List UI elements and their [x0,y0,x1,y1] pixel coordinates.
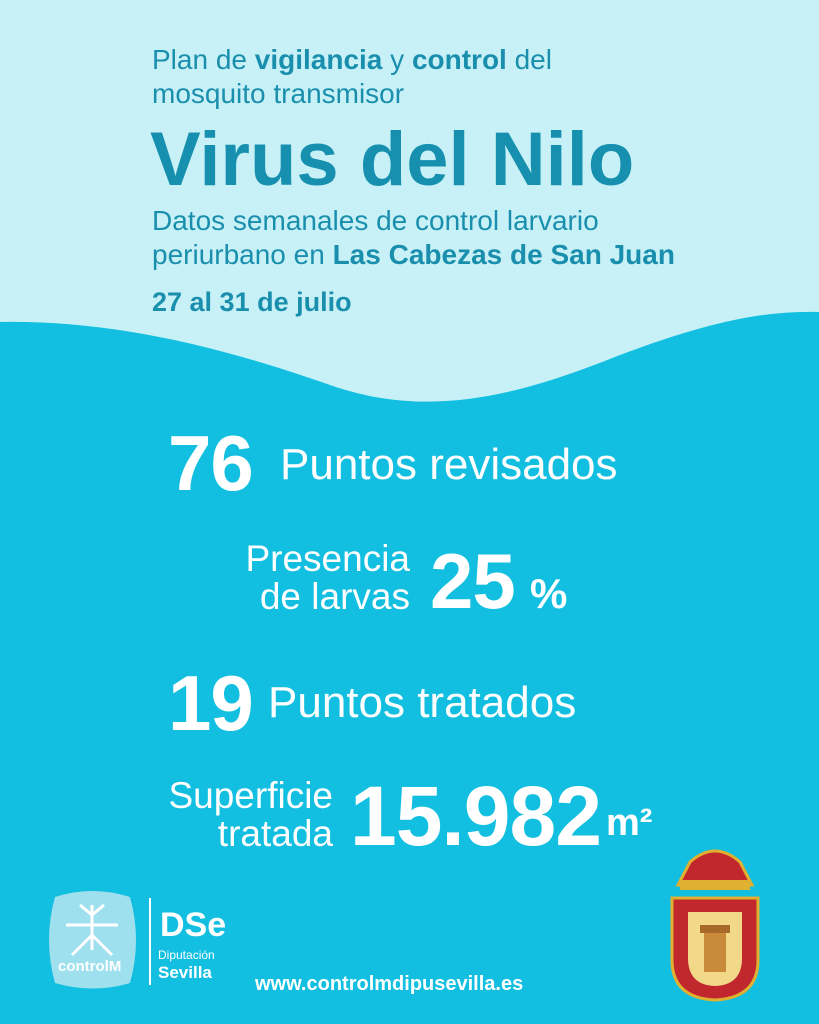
stat-value: 25 [430,537,516,625]
website-url[interactable]: www.controlmdipusevilla.es [255,973,524,995]
stat-unit: m² [606,802,653,844]
bold-text: control [411,44,507,75]
stat-value: 15.982 [350,769,602,863]
text: periurbano en [152,239,333,270]
text: y [382,44,412,75]
mosquito-icon [66,903,118,957]
subtitle-line-1: Datos semanales de control larvario [152,205,599,236]
subtitle-line-2: periurbano en Las Cabezas de San Juan [152,239,675,271]
label-line: de larvas [259,576,410,617]
label-line: Presencia [245,538,410,579]
controlm-text: controlM [58,958,122,975]
bold-text: vigilancia [254,44,383,75]
coat-of-arms [670,849,760,1002]
intro-line-2: mosquito transmisor [152,78,405,109]
bold-text: Las Cabezas de San Juan [332,239,675,270]
stat-label: Presencia de larvas [245,540,410,616]
dse-logo: DSe [160,906,226,944]
label-line: Superficie [168,775,333,816]
label-line: tratada [217,813,333,854]
title: Virus del Nilo [150,117,635,202]
date: 27 al 31 de julio [152,287,352,317]
sevilla-text: Sevilla [158,963,212,982]
text: del [506,44,552,75]
stat-value: 76 [168,419,254,507]
wave [0,311,819,1024]
intro-line-1: Plan de vigilancia y control del [152,44,552,76]
text: Plan de [152,44,255,75]
diputacion-text: Diputación [158,948,215,962]
stat-unit: % [530,570,568,617]
stat-value: 19 [168,659,254,747]
stat-label: Superficie tratada [168,777,333,853]
stat-label: Puntos tratados [268,678,577,727]
stat-label: Puntos revisados [280,440,618,489]
